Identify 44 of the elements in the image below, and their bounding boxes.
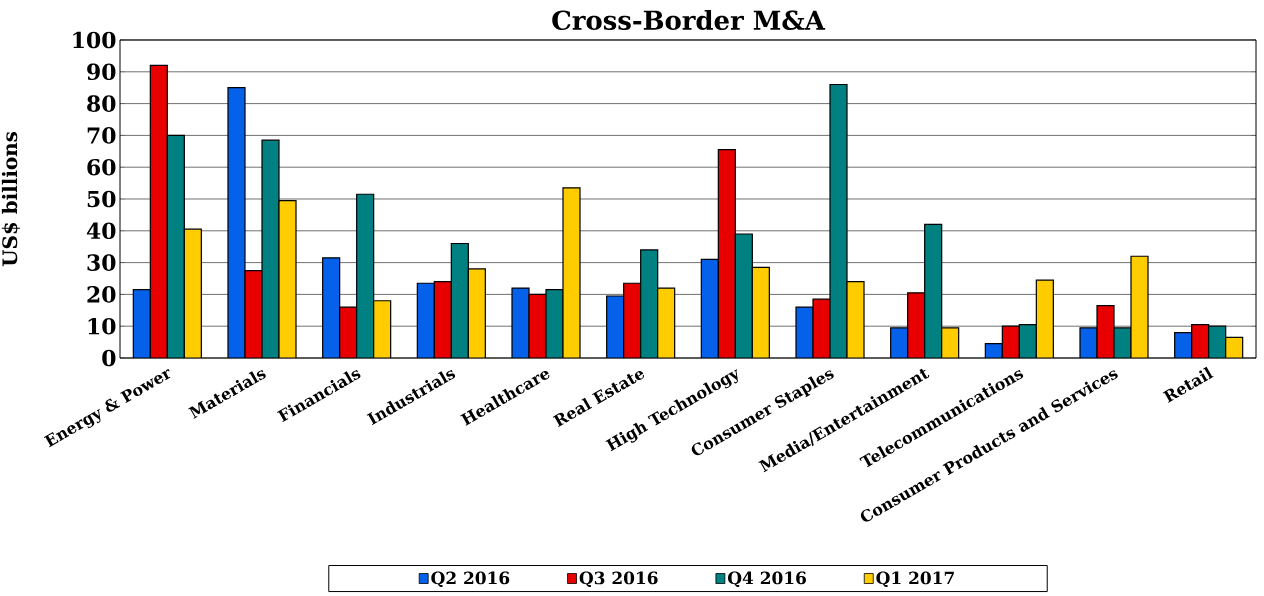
- bar: [373, 300, 391, 358]
- bar: [623, 283, 641, 358]
- bar: [417, 283, 435, 358]
- y-tick-label: 70: [87, 127, 116, 144]
- bar: [907, 292, 925, 358]
- bar: [1019, 324, 1037, 358]
- y-tick-label: 20: [87, 286, 116, 303]
- legend-label: Q3 2016: [579, 571, 658, 588]
- bar: [941, 327, 959, 358]
- bar: [434, 281, 452, 358]
- bar: [924, 224, 942, 358]
- y-tick-label: 40: [86, 222, 116, 240]
- bar: [890, 327, 908, 358]
- bar: [184, 229, 202, 358]
- bar: [167, 135, 185, 358]
- y-tick-label: 80: [87, 95, 116, 112]
- bar: [451, 243, 469, 358]
- bar: [1191, 324, 1210, 358]
- y-tick-label: 50: [87, 190, 116, 208]
- bar: [752, 267, 770, 358]
- bar: [322, 257, 340, 358]
- bar: [640, 249, 658, 358]
- bar: [735, 233, 753, 358]
- bar: [339, 307, 357, 358]
- legend-label: Q2 2016: [431, 571, 510, 588]
- bar: [150, 65, 168, 358]
- legend-label: Q1 2017: [876, 571, 954, 588]
- bar: [718, 149, 736, 358]
- bar: [356, 194, 374, 358]
- y-tick-label: 10: [88, 317, 116, 335]
- y-axis-title: US$ billions: [1, 131, 20, 267]
- bar: [657, 288, 675, 358]
- chart-title: Cross-Border M&A: [552, 9, 826, 31]
- y-tick-label: 60: [87, 158, 116, 176]
- y-tick-label: 30: [87, 254, 116, 271]
- bar: [606, 295, 624, 358]
- y-tick-label: 90: [87, 63, 116, 81]
- bar: [468, 268, 486, 358]
- bar: [701, 259, 719, 358]
- y-tick-label: 0: [102, 349, 116, 367]
- legend-label: Q4 2016: [728, 571, 806, 588]
- y-tick-label: 100: [73, 31, 116, 49]
- bar: [133, 289, 151, 358]
- bar: [1036, 280, 1054, 358]
